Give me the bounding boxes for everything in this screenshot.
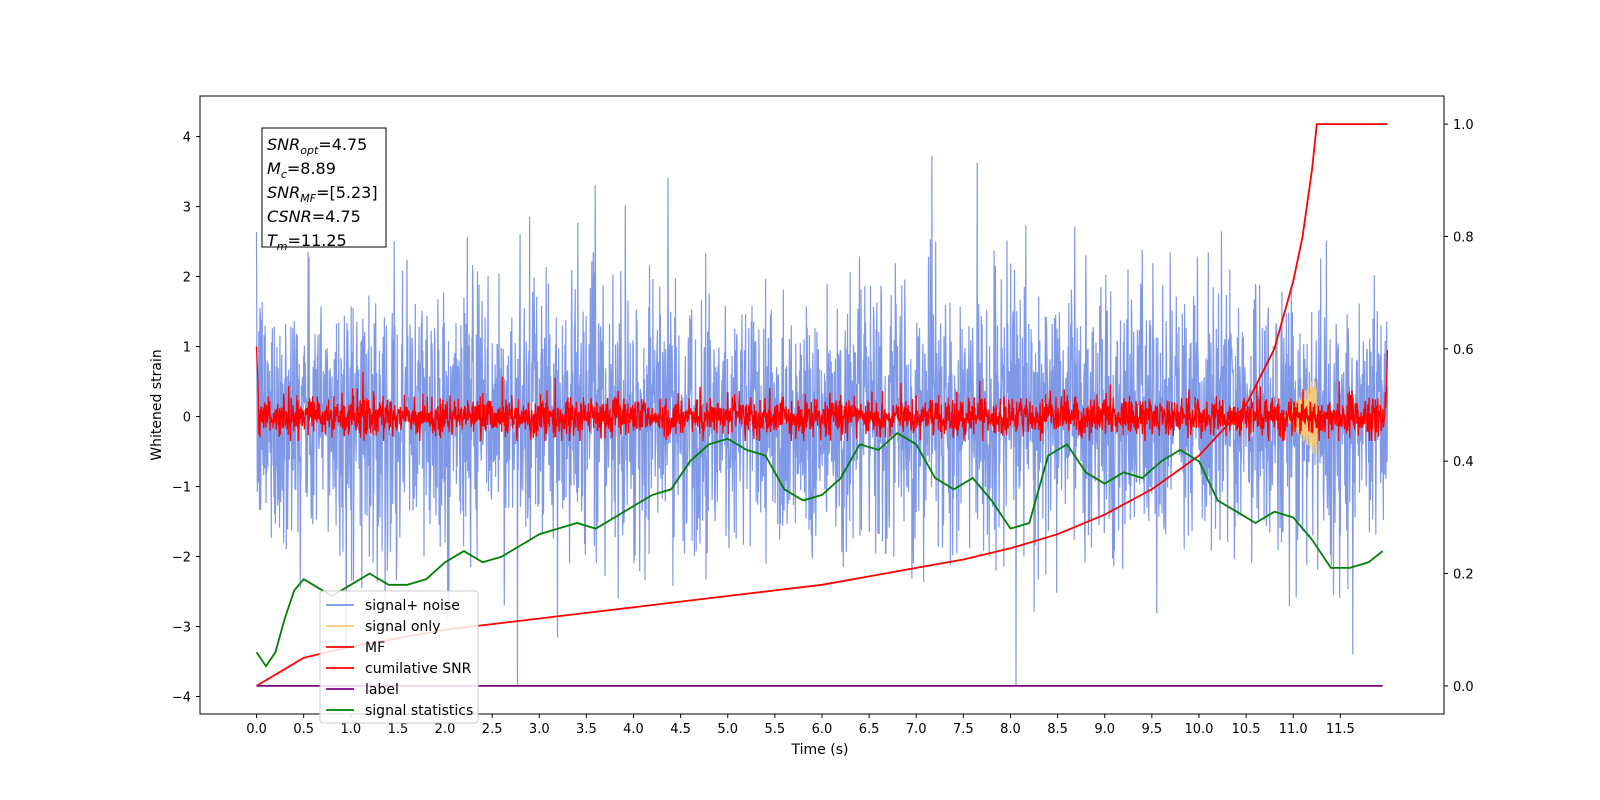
x-tick-label: 0.5 bbox=[293, 722, 314, 737]
x-tick-label: 6.0 bbox=[812, 722, 833, 737]
legend-entry: signal only bbox=[365, 619, 440, 635]
y2-axis-ticks: 0.0 0.2 0.4 0.6 0.8 1.0 bbox=[1444, 118, 1474, 695]
legend-entry: MF bbox=[365, 640, 385, 656]
y2-tick-label: 0.0 bbox=[1453, 680, 1474, 695]
x-axis-ticks: 0.0 0.5 1.0 1.5 2.0 2.5 3.0 3.5 4.0 4.5 5.0 5.5 6.0 6… bbox=[246, 714, 1355, 737]
x-tick-label: 8.5 bbox=[1047, 722, 1068, 737]
y2-tick-label: 0.4 bbox=[1453, 455, 1474, 470]
x-tick-label: 2.5 bbox=[482, 722, 503, 737]
y-tick-label: 4 bbox=[183, 131, 191, 146]
x-tick-label: 11.5 bbox=[1326, 722, 1355, 737]
legend-frame bbox=[319, 590, 479, 724]
legend-entry: signal statistics bbox=[365, 703, 473, 719]
x-tick-label: 10.5 bbox=[1232, 722, 1261, 737]
stats-line: SNRopt=4.75 bbox=[267, 135, 367, 157]
x-tick-label: 7.5 bbox=[953, 722, 974, 737]
y-tick-label: 2 bbox=[183, 271, 191, 286]
y-tick-label: −2 bbox=[172, 551, 191, 566]
x-tick-label: 9.5 bbox=[1142, 722, 1163, 737]
x-tick-label: 1.5 bbox=[388, 722, 409, 737]
y2-tick-label: 1.0 bbox=[1453, 118, 1474, 133]
y-tick-label: −3 bbox=[172, 621, 191, 636]
legend-entry: cumilative SNR bbox=[365, 661, 472, 677]
x-tick-label: 0.0 bbox=[246, 722, 267, 737]
x-tick-label: 7.0 bbox=[906, 722, 927, 737]
x-tick-label: 6.5 bbox=[859, 722, 880, 737]
x-tick-label: 4.5 bbox=[670, 722, 691, 737]
series-mf bbox=[255, 346, 1389, 442]
x-tick-label: 5.5 bbox=[765, 722, 786, 737]
stats-box-frame bbox=[261, 127, 387, 248]
y-tick-label: 1 bbox=[183, 341, 191, 356]
y-tick-label: −1 bbox=[172, 481, 191, 496]
legend-entry: label bbox=[365, 682, 399, 698]
x-tick-label: 11.0 bbox=[1279, 722, 1308, 737]
x-tick-label: 1.0 bbox=[340, 722, 361, 737]
x-tick-label: 4.0 bbox=[623, 722, 644, 737]
y-tick-label: −4 bbox=[172, 691, 191, 706]
x-tick-label: 8.0 bbox=[1000, 722, 1021, 737]
y-axis-label: Whitened strain bbox=[149, 349, 165, 460]
x-tick-label: 3.5 bbox=[576, 722, 597, 737]
x-tick-label: 10.0 bbox=[1184, 722, 1213, 737]
x-tick-label: 3.0 bbox=[529, 722, 550, 737]
y2-tick-label: 0.8 bbox=[1453, 230, 1474, 245]
x-tick-label: 2.0 bbox=[435, 722, 456, 737]
y-axis-ticks: −4 −3 −2 −1 0 1 2 3 4 bbox=[172, 131, 200, 706]
stats-line: Tm=11.25 bbox=[267, 231, 347, 253]
series-signal-statistics bbox=[255, 431, 1384, 668]
x-tick-label: 9.0 bbox=[1094, 722, 1115, 737]
x-tick-label: 5.0 bbox=[717, 722, 738, 737]
x-axis-label: Time (s) bbox=[791, 742, 849, 758]
legend-entry: signal+ noise bbox=[365, 598, 460, 614]
series-signal-noise bbox=[255, 155, 1389, 687]
y2-tick-label: 0.2 bbox=[1453, 568, 1474, 583]
stats-line: CSNR=4.75 bbox=[267, 207, 361, 226]
stats-line: SNRMF=[5.23] bbox=[267, 183, 378, 205]
y-tick-label: 3 bbox=[183, 201, 191, 216]
y-tick-label: 0 bbox=[183, 411, 191, 426]
legend: signal+ noise signal only MF cumilative SNR… bbox=[319, 590, 479, 724]
y2-tick-label: 0.6 bbox=[1453, 343, 1474, 358]
stats-line: Mc=8.89 bbox=[267, 159, 336, 181]
